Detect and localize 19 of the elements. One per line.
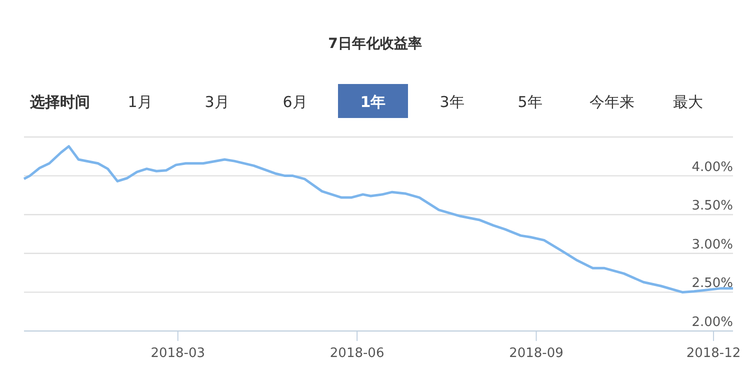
- text: 最大: [673, 93, 703, 111]
- chart-title: 7日年化收益率: [328, 35, 422, 52]
- x-tick-label: 2018-12: [686, 346, 741, 361]
- y-tick-label: 2.00%: [692, 315, 733, 330]
- x-tick-label: 2018-09: [509, 346, 564, 361]
- text: 3年: [440, 93, 464, 111]
- text: 5年: [518, 93, 542, 111]
- text: 1月: [128, 93, 152, 111]
- text: 3月: [204, 93, 230, 111]
- text: 1年: [360, 93, 386, 111]
- text: 今年来: [590, 93, 634, 111]
- text: 6月: [282, 93, 308, 111]
- y-tick-label: 4.00%: [692, 160, 733, 175]
- x-tick-label: 2018-03: [150, 346, 206, 361]
- y-tick-label: 2.50%: [692, 276, 733, 292]
- y-tick-label: 3.50%: [692, 198, 733, 214]
- text: 选择时间: [29, 93, 90, 111]
- y-tick-label: 3.00%: [692, 237, 733, 252]
- x-tick-label: 2018-06: [330, 346, 384, 361]
